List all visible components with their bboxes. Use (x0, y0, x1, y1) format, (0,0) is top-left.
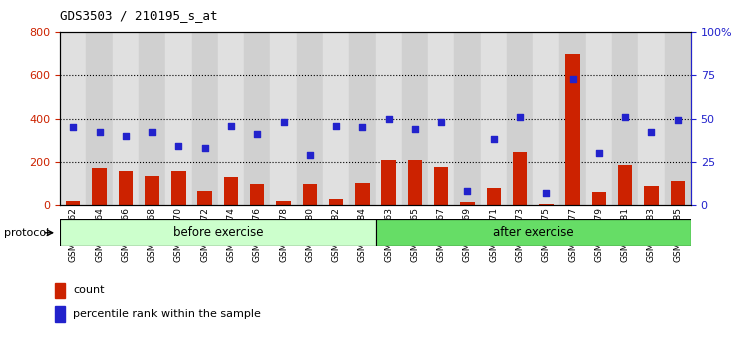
Point (173, 143, 185, 149)
Bar (113, 32, 139, 205)
Bar (402, 32, 428, 205)
Bar (119, 171, 133, 205)
Bar (376, 219, 691, 246)
Bar (92, 169, 107, 205)
Bar (171, 171, 185, 205)
Bar (408, 160, 422, 205)
Bar (276, 201, 291, 205)
Bar (192, 32, 218, 205)
Bar (323, 32, 349, 205)
Bar (460, 202, 475, 205)
Text: GDS3503 / 210195_s_at: GDS3503 / 210195_s_at (60, 9, 218, 22)
Bar (86, 32, 113, 205)
Point (93, 130, 105, 135)
Bar (60, 219, 376, 246)
Point (461, 189, 473, 194)
Bar (224, 177, 238, 205)
Text: count: count (74, 285, 104, 295)
Point (146, 130, 158, 135)
Bar (434, 167, 448, 205)
Text: after exercise: after exercise (493, 226, 574, 239)
Bar (55, 282, 65, 298)
Bar (329, 199, 343, 205)
Bar (218, 32, 244, 205)
Point (541, 190, 553, 196)
Bar (297, 32, 323, 205)
Point (356, 124, 368, 130)
Bar (349, 32, 376, 205)
Bar (644, 186, 659, 205)
Bar (513, 152, 527, 205)
Bar (165, 32, 192, 205)
Bar (671, 182, 685, 205)
Point (383, 116, 395, 121)
Bar (60, 32, 86, 205)
Bar (533, 32, 559, 205)
Bar (618, 165, 632, 205)
Point (278, 119, 290, 125)
Bar (566, 53, 580, 205)
Bar (428, 32, 454, 205)
Point (225, 123, 237, 129)
Bar (612, 32, 638, 205)
Bar (270, 32, 297, 205)
Bar (559, 32, 586, 205)
Point (436, 119, 448, 125)
Point (120, 133, 132, 139)
Point (198, 145, 210, 151)
Bar (55, 306, 65, 322)
Point (671, 118, 683, 123)
Bar (454, 32, 481, 205)
Bar (250, 184, 264, 205)
Bar (487, 188, 501, 205)
Point (593, 150, 605, 156)
Text: protocol: protocol (4, 228, 49, 238)
Point (514, 114, 526, 120)
Point (251, 131, 263, 137)
Point (619, 114, 631, 120)
Point (488, 137, 500, 142)
Bar (382, 160, 396, 205)
Bar (303, 184, 317, 205)
Bar (244, 32, 270, 205)
Bar (376, 32, 402, 205)
Bar (198, 191, 212, 205)
Bar (145, 176, 159, 205)
Point (567, 76, 579, 81)
Bar (539, 204, 553, 205)
Point (68, 124, 80, 130)
Bar (592, 192, 606, 205)
Point (409, 126, 421, 132)
Point (303, 152, 316, 158)
Bar (66, 201, 80, 205)
Bar (355, 183, 369, 205)
Point (645, 130, 658, 135)
Bar (638, 32, 665, 205)
Bar (586, 32, 612, 205)
Bar (507, 32, 533, 205)
Bar (665, 32, 691, 205)
Point (330, 123, 342, 129)
Text: before exercise: before exercise (173, 226, 263, 239)
Text: percentile rank within the sample: percentile rank within the sample (74, 309, 261, 319)
Bar (139, 32, 165, 205)
Bar (481, 32, 507, 205)
